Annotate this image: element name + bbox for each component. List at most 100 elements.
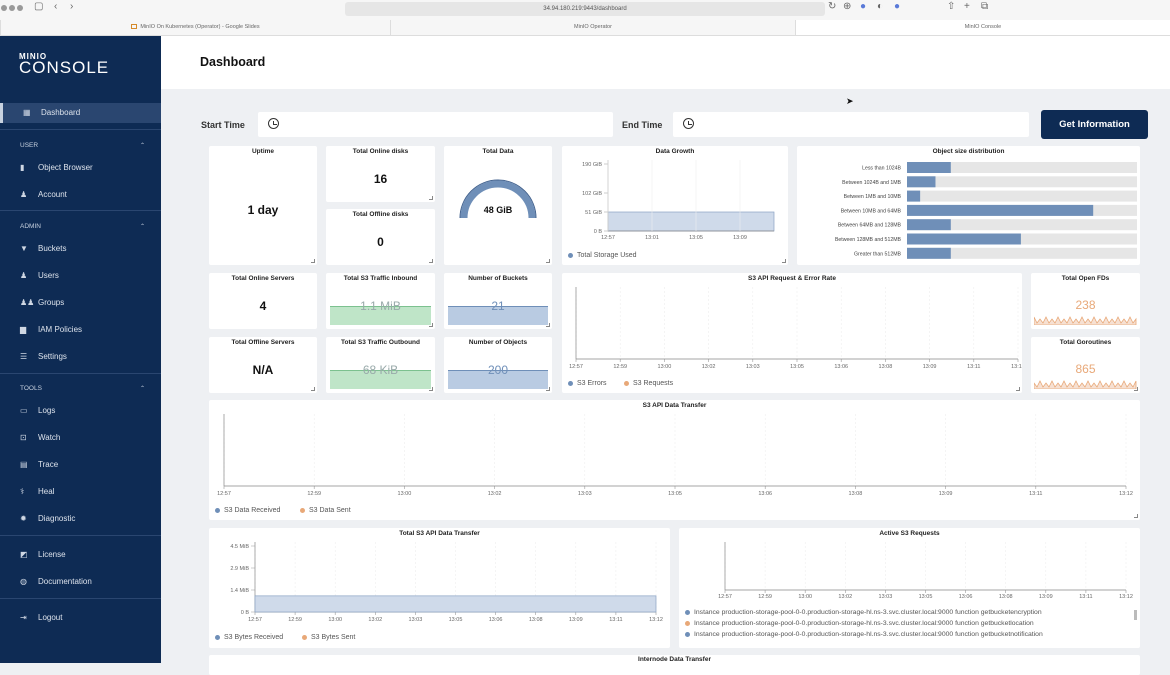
legend-request-3: Instance production-storage-pool-0-0.pro… bbox=[685, 631, 1043, 638]
watch-icon: ⊡ bbox=[20, 433, 27, 442]
share-icon[interactable]: ⇧ bbox=[947, 1, 956, 12]
sidebar-item-object-browser[interactable]: ▮ Object Browser bbox=[0, 158, 161, 178]
sidebar-item-buckets[interactable]: ▼ Buckets bbox=[0, 239, 161, 259]
browser-tab[interactable]: MinIO Operator bbox=[390, 20, 795, 35]
sidebar-item-diagnostic[interactable]: ✹ Diagnostic bbox=[0, 509, 161, 529]
sidebar-item-dashboard[interactable]: ▦ Dashboard bbox=[0, 103, 161, 123]
window-dot-icon[interactable] bbox=[1, 5, 7, 11]
online-disks-card: Total Online disks 16 bbox=[326, 146, 435, 202]
sidebar-item-settings[interactable]: ☰ Settings bbox=[0, 347, 161, 367]
goroutines-spark bbox=[1034, 380, 1137, 389]
end-time-input[interactable] bbox=[673, 112, 1029, 137]
trace-icon: ▤ bbox=[20, 460, 28, 469]
window-dot-icon[interactable] bbox=[9, 5, 15, 11]
legend-label: Instance production-storage-pool-0-0.pro… bbox=[694, 609, 1042, 616]
gauge-arc bbox=[460, 180, 536, 219]
offline-disks-value: 0 bbox=[377, 235, 384, 249]
resize-handle-icon[interactable] bbox=[1134, 387, 1138, 391]
resize-handle-icon[interactable] bbox=[1016, 387, 1020, 391]
y-tick-label: 51 GiB bbox=[585, 210, 602, 216]
buckets-spark bbox=[448, 306, 548, 325]
x-tick-label: 13:09 bbox=[939, 491, 953, 497]
x-tick-label: 13:00 bbox=[328, 617, 342, 623]
extension-icon[interactable]: ● bbox=[860, 1, 867, 12]
category-label: Between 64MB and 128MB bbox=[838, 223, 902, 229]
resize-handle-icon[interactable] bbox=[546, 323, 550, 327]
window-dot-icon[interactable] bbox=[17, 5, 23, 11]
sidebar-item-account[interactable]: ♟ Account bbox=[0, 185, 161, 205]
resize-handle-icon[interactable] bbox=[429, 196, 433, 200]
bar-track bbox=[907, 162, 1137, 173]
file-icon: ▮ bbox=[20, 163, 25, 172]
x-tick-label: 13:01 bbox=[645, 235, 659, 241]
sidebar-item-logout[interactable]: ⇥ Logout bbox=[0, 608, 161, 628]
user-icon: ♟ bbox=[20, 271, 28, 280]
legend-data-sent: S3 Data Sent bbox=[300, 507, 351, 514]
chevron-up-icon[interactable]: ⌃ bbox=[139, 143, 145, 149]
sidebar-item-users[interactable]: ♟ Users bbox=[0, 266, 161, 286]
resize-handle-icon[interactable] bbox=[1134, 514, 1138, 518]
sidebar-item-license[interactable]: ◩ License bbox=[0, 545, 161, 565]
objects-spark bbox=[448, 370, 548, 389]
sidebar-item-groups[interactable]: ♟♟ Groups bbox=[0, 293, 161, 313]
sidebar-item-iam-policies[interactable]: ▆ IAM Policies bbox=[0, 320, 161, 340]
section-tools[interactable]: TOOLS bbox=[20, 385, 42, 392]
resize-handle-icon[interactable] bbox=[311, 259, 315, 263]
online-servers-value: 4 bbox=[259, 299, 267, 313]
sidebar-item-trace[interactable]: ▤ Trace bbox=[0, 455, 161, 475]
back-icon[interactable]: ‹ bbox=[54, 1, 58, 12]
resize-handle-icon[interactable] bbox=[546, 387, 550, 391]
sidebar-item-documentation[interactable]: ◍ Documentation bbox=[0, 572, 161, 592]
x-tick-label: 13:09 bbox=[569, 617, 583, 623]
legend-label: S3 Bytes Received bbox=[224, 634, 284, 641]
license-icon: ◩ bbox=[20, 550, 28, 559]
sidebar-toggle-icon[interactable]: ▢ bbox=[34, 1, 44, 12]
resize-handle-icon[interactable] bbox=[546, 259, 550, 263]
card-title: Total S3 Traffic Outbound bbox=[341, 339, 420, 346]
x-tick-label: 13:12 bbox=[1011, 364, 1022, 370]
extension-icon[interactable]: ⊕ bbox=[843, 1, 852, 12]
browser-tab-active[interactable]: MinIO Console bbox=[795, 20, 1170, 35]
x-tick-label: 13:00 bbox=[398, 491, 412, 497]
resize-handle-icon[interactable] bbox=[429, 323, 433, 327]
card-title: Total S3 API Data Transfer bbox=[399, 530, 480, 537]
resize-handle-icon[interactable] bbox=[782, 259, 786, 263]
heal-icon: ⚕ bbox=[20, 487, 25, 496]
new-tab-icon[interactable]: + bbox=[964, 1, 970, 12]
extension-icon[interactable]: ● bbox=[894, 1, 901, 12]
legend-dot-icon bbox=[300, 507, 305, 513]
spark-line bbox=[1034, 380, 1137, 389]
browser-tab[interactable]: MinIO On Kubernetes (Operator) - Google … bbox=[0, 20, 390, 35]
x-tick-label: 13:02 bbox=[368, 617, 382, 623]
extension-icon[interactable]: ◐ bbox=[877, 1, 884, 12]
get-information-button[interactable]: Get Information bbox=[1041, 110, 1148, 139]
objects-value: 200 bbox=[487, 363, 509, 377]
reload-icon[interactable]: ↻ bbox=[828, 1, 837, 12]
traffic-inbound-value: 1.1 MiB bbox=[360, 299, 401, 313]
sidebar-item-logs[interactable]: ▭ Logs bbox=[0, 401, 161, 421]
x-tick-label: 13:05 bbox=[689, 235, 703, 241]
section-user[interactable]: USER bbox=[20, 142, 39, 149]
tabs-overview-icon[interactable]: ⧉ bbox=[981, 1, 989, 12]
start-time-input[interactable] bbox=[258, 112, 613, 137]
forward-icon[interactable]: › bbox=[70, 1, 74, 12]
x-tick-label: 12:59 bbox=[613, 364, 627, 370]
offline-servers-value: N/A bbox=[252, 363, 274, 377]
sidebar-item-heal[interactable]: ⚕ Heal bbox=[0, 482, 161, 502]
chevron-up-icon[interactable]: ⌃ bbox=[139, 224, 145, 230]
resize-handle-icon[interactable] bbox=[311, 387, 315, 391]
logs-icon: ▭ bbox=[20, 406, 28, 415]
resize-handle-icon[interactable] bbox=[429, 259, 433, 263]
resize-handle-icon[interactable] bbox=[429, 387, 433, 391]
account-icon: ♟ bbox=[20, 190, 28, 199]
address-bar[interactable]: 34.94.180.219:9443/dashboard bbox=[345, 2, 825, 16]
bar bbox=[907, 233, 1021, 245]
y-tick-label: 190 GiB bbox=[582, 162, 602, 168]
chevron-up-icon[interactable]: ⌃ bbox=[139, 386, 145, 392]
x-tick-label: 13:11 bbox=[967, 364, 980, 370]
logo-text: CONSOLE bbox=[19, 58, 110, 77]
sidebar-item-label: License bbox=[38, 550, 66, 559]
section-admin[interactable]: ADMIN bbox=[20, 223, 41, 230]
sidebar-item-watch[interactable]: ⊡ Watch bbox=[0, 428, 161, 448]
legend-scrollbar[interactable] bbox=[1134, 610, 1137, 620]
